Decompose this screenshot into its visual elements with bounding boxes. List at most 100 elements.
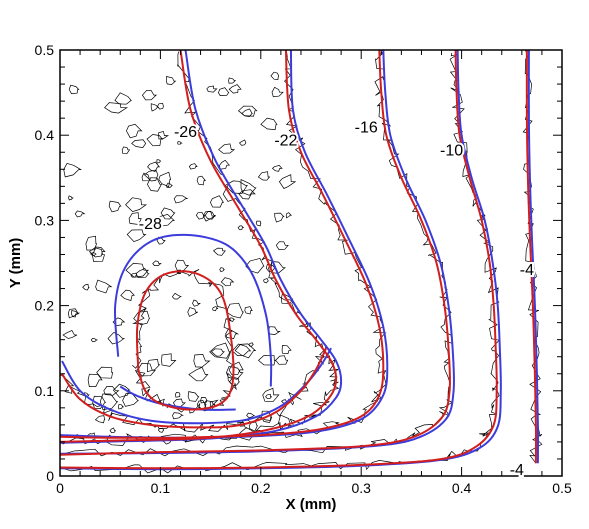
noise-speck (71, 310, 79, 318)
noise-speck (212, 306, 219, 312)
noise-speck (281, 345, 292, 354)
noise-speck (193, 354, 211, 368)
noise-speck (146, 359, 161, 373)
noise-speck (103, 385, 120, 396)
plot-frame (59, 49, 563, 477)
noise-speck (255, 220, 262, 227)
x-tick-label: 0.2 (251, 480, 271, 496)
noise-speck (125, 197, 148, 212)
y-tick-label: 0.2 (35, 298, 55, 314)
contour-value-label: -26 (174, 124, 197, 141)
noise-speck (157, 427, 165, 433)
noise-speck (160, 207, 176, 220)
noise-speck (172, 398, 187, 408)
red-contour-line (135, 270, 235, 411)
contour-value-label: -22 (274, 132, 297, 149)
noise-speck (114, 92, 133, 105)
noise-speck (245, 257, 265, 274)
noise-speck (177, 141, 183, 145)
noise-speck (172, 412, 184, 420)
noise-speck (188, 163, 198, 170)
noise-speck (270, 71, 280, 80)
red-contour-line (59, 49, 385, 439)
noise-speck (225, 302, 244, 319)
noise-speck (128, 212, 142, 225)
red-contour-line (61, 347, 328, 429)
noise-speck (220, 277, 235, 287)
noise-speck (226, 366, 244, 380)
noise-speck (257, 171, 271, 181)
noise-speck (210, 195, 225, 208)
noise-speck (212, 247, 226, 256)
noise-speck (188, 366, 209, 382)
noise-speck (219, 267, 225, 273)
noise-speck (196, 400, 207, 410)
noise-speck (99, 393, 119, 411)
noise-speck (209, 342, 231, 359)
noise-speck (126, 123, 143, 139)
noise-speck (150, 103, 160, 112)
noise-speck (135, 268, 150, 278)
y-axis-title: Y (mm) (7, 238, 24, 289)
noise-speck (260, 117, 278, 131)
noise-speck (109, 427, 116, 434)
noise-speck (229, 376, 241, 387)
noise-speck (146, 134, 164, 147)
noise-speck (275, 355, 289, 365)
y-tick-label: 0.1 (35, 383, 55, 399)
blue-contour-line (113, 233, 273, 387)
blue-contour-line (59, 49, 343, 444)
noise-speck (133, 310, 150, 326)
noise-speck (92, 395, 107, 409)
noise-speck (96, 366, 114, 379)
red-contour-line (59, 49, 498, 470)
noise-speck (263, 278, 269, 284)
x-tick-label: 0.4 (452, 480, 472, 496)
noise-speck (165, 76, 177, 85)
noise-speck (275, 241, 289, 251)
y-tick-label: 0.4 (35, 127, 55, 143)
noise-speck (238, 189, 256, 200)
contour-value-label: -4 (520, 262, 534, 279)
noise-speck (156, 103, 164, 110)
noise-speck (228, 77, 237, 84)
x-tick-label: 0.3 (351, 480, 371, 496)
noise-speck (63, 162, 82, 178)
noise-speck (271, 165, 283, 172)
noise-speck (237, 225, 245, 231)
noise-speck (88, 246, 106, 258)
noise-speck (218, 87, 230, 96)
noise-speck (257, 355, 276, 366)
noise-speck (171, 292, 183, 300)
noise-speck (187, 391, 200, 402)
noise-speck (225, 328, 240, 339)
smooth-contour-layer (59, 49, 539, 471)
noise-speck (174, 259, 190, 273)
noisy-contour-line (60, 347, 327, 433)
noise-speck (85, 235, 98, 251)
noise-speck (68, 195, 74, 201)
x-tick-label: 0.5 (552, 480, 572, 496)
noise-speck (143, 169, 159, 182)
noise-speck (68, 84, 80, 95)
noise-speck (158, 130, 170, 140)
noise-speck (204, 211, 216, 220)
red-contour-line (525, 49, 537, 464)
noise-speck (218, 143, 236, 154)
noise-speck (202, 210, 217, 222)
blue-contour-line (59, 49, 456, 455)
noise-speck (174, 391, 181, 398)
noise-speck (125, 262, 149, 278)
contour-value-label: -16 (355, 120, 378, 137)
noise-speck (121, 146, 131, 155)
contour-value-label: -28 (139, 216, 162, 233)
noise-speck (240, 178, 257, 196)
axis-ticks: 00 0.1 0.1 0.2 0.2 0.3 0.3 0.4 0.4 0.5 0.5 (35, 42, 572, 496)
noisy-contour-line (60, 50, 387, 443)
noise-speck (224, 180, 248, 194)
noise-speck (268, 326, 281, 335)
noise-speck (228, 84, 242, 94)
noise-speck (285, 212, 293, 219)
noise-speck (158, 171, 172, 188)
noise-speck (200, 397, 208, 404)
